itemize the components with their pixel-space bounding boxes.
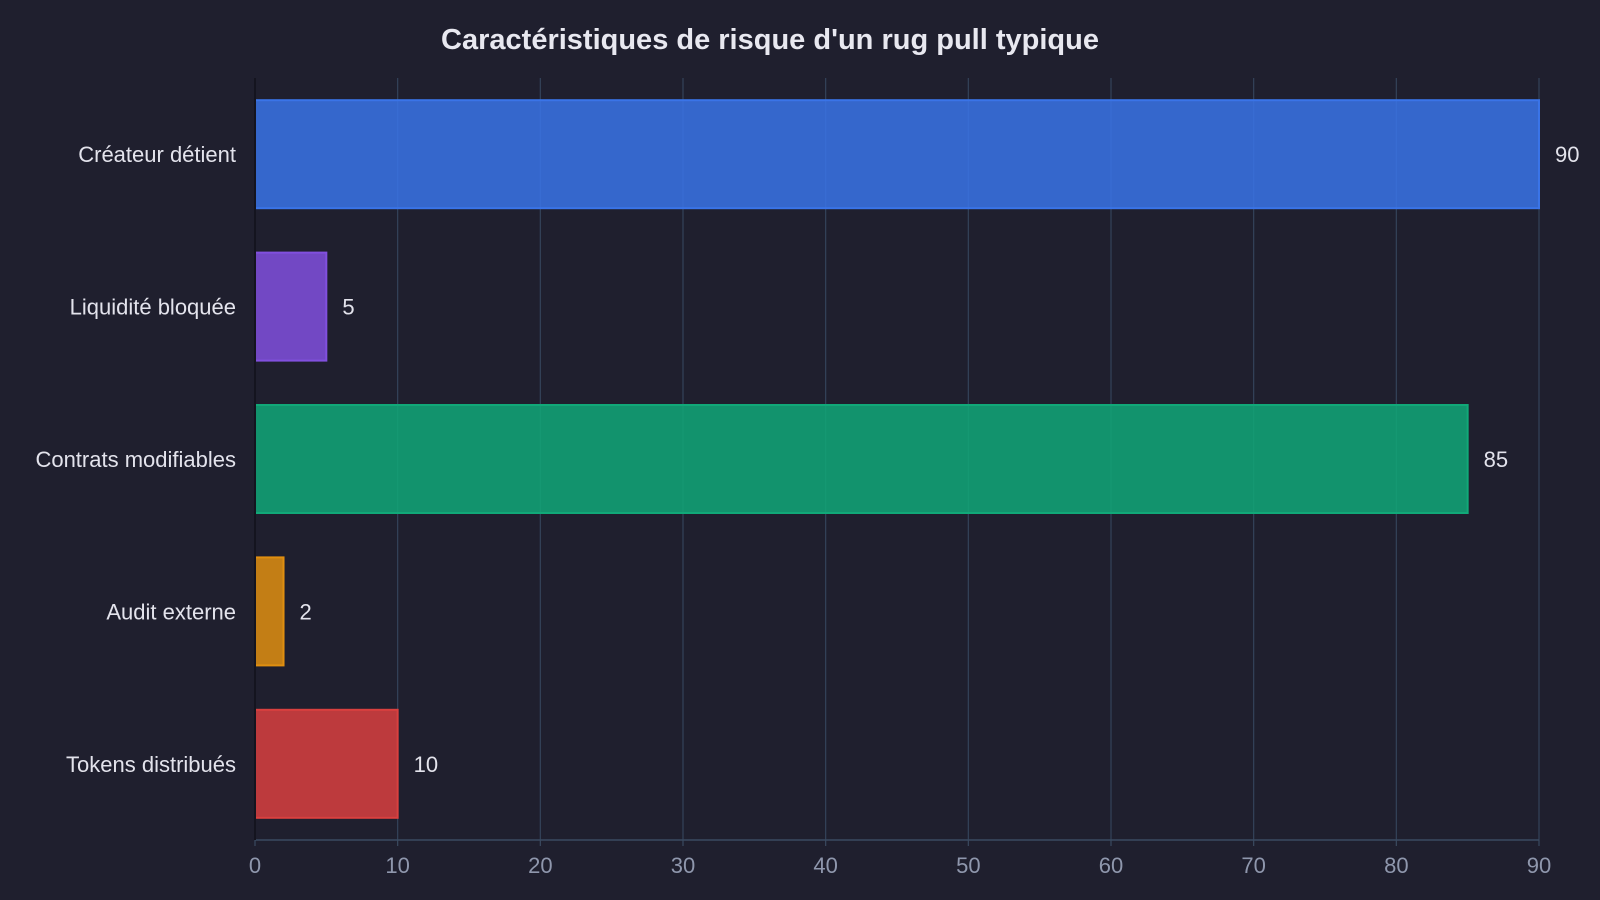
bars: 90 5 85 2 10 bbox=[254, 99, 1579, 819]
x-tick-label: 80 bbox=[1384, 853, 1408, 878]
bar-2 bbox=[254, 404, 1469, 514]
value-label: 5 bbox=[342, 295, 354, 320]
bar-3 bbox=[254, 556, 285, 667]
x-tick-label: 70 bbox=[1241, 853, 1265, 878]
x-tick-label: 60 bbox=[1099, 853, 1123, 878]
bar-0 bbox=[254, 99, 1540, 210]
bar-1 bbox=[254, 251, 328, 362]
x-tick-label: 0 bbox=[249, 853, 261, 878]
category-label: Audit externe bbox=[106, 599, 236, 624]
category-label: Contrats modifiables bbox=[35, 447, 236, 472]
x-tick-label: 90 bbox=[1527, 853, 1551, 878]
x-tick-label: 30 bbox=[671, 853, 695, 878]
value-label: 2 bbox=[300, 599, 312, 624]
x-tick-label: 10 bbox=[385, 853, 409, 878]
category-label: Tokens distribués bbox=[66, 752, 236, 777]
value-label: 85 bbox=[1484, 447, 1508, 472]
x-tick-label: 20 bbox=[528, 853, 552, 878]
value-label: 90 bbox=[1555, 142, 1579, 167]
chart-title: Caractéristiques de risque d'un rug pull… bbox=[441, 24, 1099, 56]
axes: 0 10 20 30 40 50 60 70 80 90 Créateur détient Liqui… bbox=[35, 78, 1551, 878]
category-label: Liquidité bloquée bbox=[70, 295, 236, 320]
value-label: 10 bbox=[414, 752, 438, 777]
x-tick-label: 40 bbox=[813, 853, 837, 878]
x-tick-label: 50 bbox=[956, 853, 980, 878]
bar-4 bbox=[254, 708, 399, 819]
category-label: Créateur détient bbox=[78, 142, 236, 167]
